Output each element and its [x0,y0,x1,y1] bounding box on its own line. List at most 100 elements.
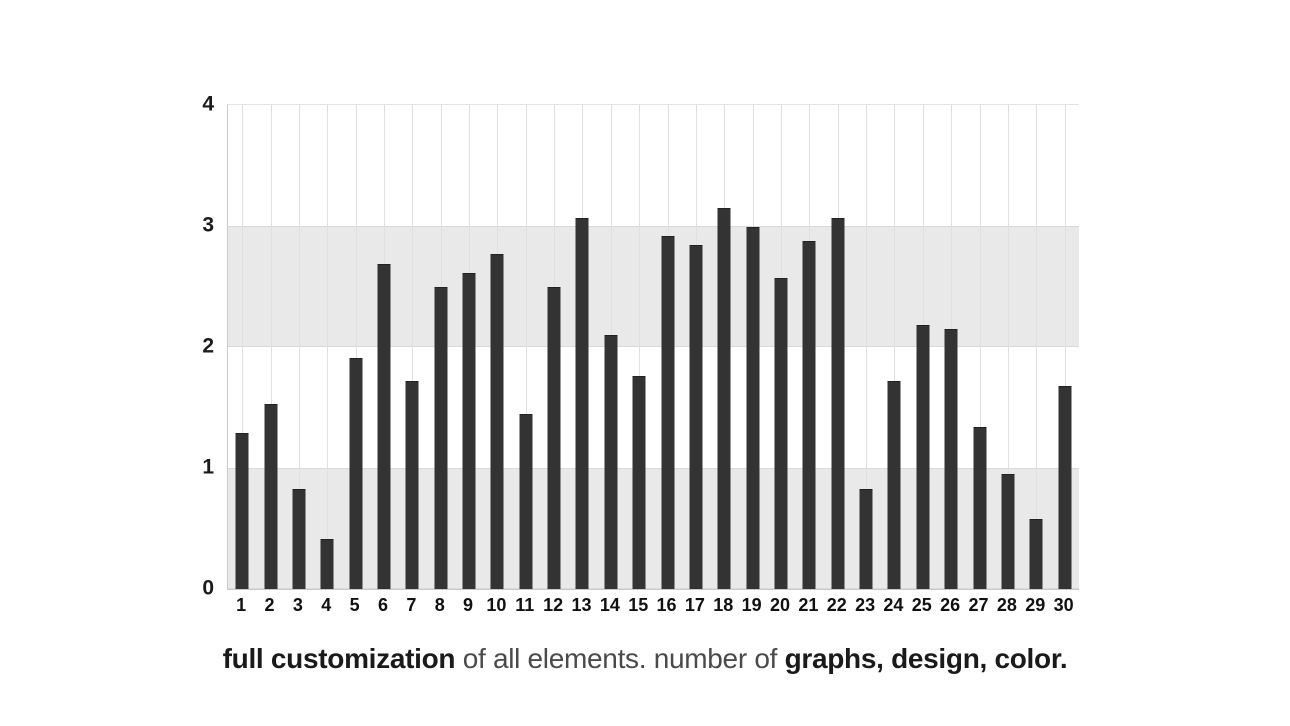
bar [689,245,703,589]
bar-column [909,105,937,589]
x-tick-label: 3 [292,595,303,615]
x-tick-label: 7 [406,595,417,615]
bar [887,380,901,589]
bar-column [852,105,880,589]
x-tick-label: 8 [434,595,445,615]
bar [973,426,987,589]
caption-bold-lead: full customization [222,643,456,674]
x-tick-label: 22 [826,595,847,615]
gridline [298,105,300,589]
bar-column [228,105,256,589]
gridline [355,105,357,589]
y-axis: 0 1 2 3 4 [150,94,214,599]
x-tick-label: 27 [968,595,989,615]
chart-caption: full customization of all elements. numb… [0,643,1290,675]
x-tick-label: 17 [684,595,705,615]
x-tick-label: 21 [798,595,819,615]
y-tick-label: 4 [202,92,214,116]
bar-column [370,105,398,589]
x-tick-label: 13 [571,595,592,615]
caption-light-middle: of all elements. number of [455,643,785,674]
bar-column [568,105,596,589]
bar-column [682,105,710,589]
bar [349,357,363,589]
bar [859,488,873,589]
x-tick-label: 18 [713,595,734,615]
bar-column [738,105,766,589]
y-tick-label: 3 [202,213,214,237]
x-tick-label: 26 [940,595,961,615]
x-tick-label: 20 [769,595,791,615]
bar-column [540,105,568,589]
gridline [1007,105,1009,589]
gridline [894,105,896,589]
x-tick-label: 4 [321,595,332,615]
bar [235,432,249,589]
bar-column [1022,105,1050,589]
gridline [639,105,641,589]
bar-column [625,105,653,589]
bar [292,488,306,589]
bar-column [880,105,908,589]
bar-columns [228,105,1079,589]
bar [1029,518,1043,589]
bar [547,286,561,589]
x-tick-label: 1 [236,595,247,615]
bar [661,235,675,589]
x-axis: 1 2 3 4 5 6 7 8 9 10 11 12 13 14 15 16 17 18 19 20 21 22 23 24 2… [227,596,1078,614]
bar [944,328,958,589]
bar-column [341,105,369,589]
x-tick-label: 29 [1025,595,1046,615]
bar [264,403,278,589]
bar [575,217,589,589]
bar-column [285,105,313,589]
gridline [1064,105,1066,589]
x-tick-label: 25 [911,595,932,615]
y-tick-label: 2 [202,334,214,358]
bar [519,413,533,589]
x-tick-label: 30 [1053,595,1074,615]
bar-chart-plot-area [227,104,1079,590]
y-tick-label: 0 [202,576,214,600]
x-tick-label: 10 [486,595,507,615]
bar-column [512,105,540,589]
bar-column [427,105,455,589]
bar-column [710,105,738,589]
bar [802,240,816,589]
bar-column [1050,105,1078,589]
gridline [1036,105,1038,589]
gridline [979,105,981,589]
x-tick-label: 5 [349,595,360,615]
gridline [242,105,244,589]
x-tick-label: 15 [628,595,649,615]
x-tick-label: 23 [855,595,876,615]
bar-column [824,105,852,589]
gridline [412,105,414,589]
gridline [270,105,272,589]
bar [717,207,731,589]
x-tick-label: 14 [599,595,620,615]
bar [1058,385,1072,589]
bar [405,380,419,589]
x-tick-label: 9 [463,595,474,615]
bar-column [455,105,483,589]
gridline [327,105,329,589]
bar [604,334,618,589]
bar-column [937,105,965,589]
band [228,226,1079,347]
bar-column [398,105,426,589]
bar-column [483,105,511,589]
bar-column [597,105,625,589]
bar [490,253,504,589]
bar-column [795,105,823,589]
y-tick-label: 1 [202,455,214,479]
band [228,468,1079,589]
bar [462,273,476,589]
bar [434,286,448,589]
bar [774,278,788,589]
x-tick-label: 24 [883,595,904,615]
x-tick-label: 19 [741,595,762,615]
shaded-bands [228,105,1079,589]
caption-bold-tail: graphs, design, color. [784,643,1068,674]
